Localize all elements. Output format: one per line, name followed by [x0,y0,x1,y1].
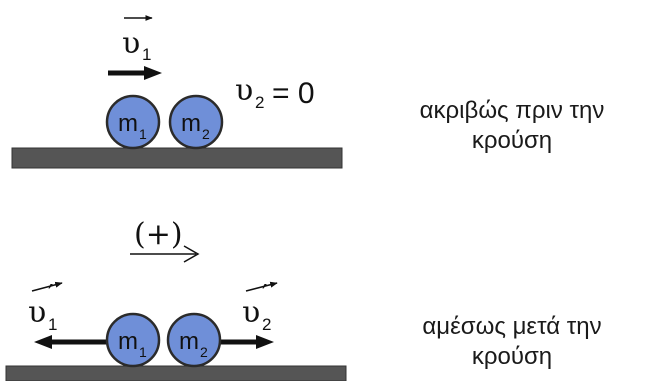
ball-m2-label: m [179,328,199,355]
v2-prime-subscript: 2 [262,315,271,334]
ball-m1-subscript: 1 [139,126,147,142]
ground-surface-before [11,147,343,169]
vector-overarrow-icon [245,281,278,292]
before-collision-scene: υ 1 υ 2 = 0 m 1 m 2 [11,15,343,169]
v1-arrow [108,66,162,80]
velocity-v1-label: υ 1 [122,15,153,64]
v1-subscript: 1 [142,45,151,64]
positive-direction-indicator: (+) [130,217,200,263]
v2-value: = 0 [272,77,315,110]
caption-before-collision: ακριβώς πριν την κρούση [362,96,662,156]
v2-prime-symbol: υ [242,295,260,330]
ball-m2-before: m 2 [168,94,224,150]
ball-m2-subscript: 2 [202,126,210,142]
v1-prime-mark: ′ [48,280,53,308]
ball-m1-before: m 1 [105,94,161,150]
v2-subscript: 2 [255,93,264,112]
caption-after-line1: αμέσως μετά την [422,313,602,340]
v2-symbol: υ [235,73,253,108]
v2-prime-arrow [220,335,274,349]
ball-m1-label: m [118,110,138,137]
positive-direction-label: (+) [134,217,183,252]
velocity-v1-prime-label: υ ′ 1 [28,280,63,334]
caption-after-collision: αμέσως μετά την κρούση [362,312,662,372]
ball-m1-subscript: 1 [139,344,147,360]
v2-prime-mark: ′ [262,280,267,308]
v1-symbol: υ [122,26,140,61]
ground-surface-after [5,365,347,381]
ball-m2-label: m [181,110,201,137]
ball-m2-subscript: 2 [200,344,208,360]
ball-m2-after: m 2 [166,312,222,368]
v1-prime-arrow [34,335,108,349]
velocity-v2-prime-label: υ ′ 2 [242,280,278,334]
caption-before-line1: ακριβώς πριν την [419,97,605,124]
vector-overarrow-icon [31,281,63,292]
v1-prime-subscript: 1 [48,315,57,334]
after-collision-scene: υ ′ 1 υ ′ 2 m 1 m [5,280,347,381]
caption-after-line2: κρούση [471,343,553,370]
caption-before-line2: κρούση [471,127,553,154]
v1-prime-symbol: υ [28,295,46,330]
v2-zero-label: υ 2 = 0 [235,73,315,112]
ball-m1-label: m [118,328,138,355]
ball-m1-after: m 1 [105,312,161,368]
